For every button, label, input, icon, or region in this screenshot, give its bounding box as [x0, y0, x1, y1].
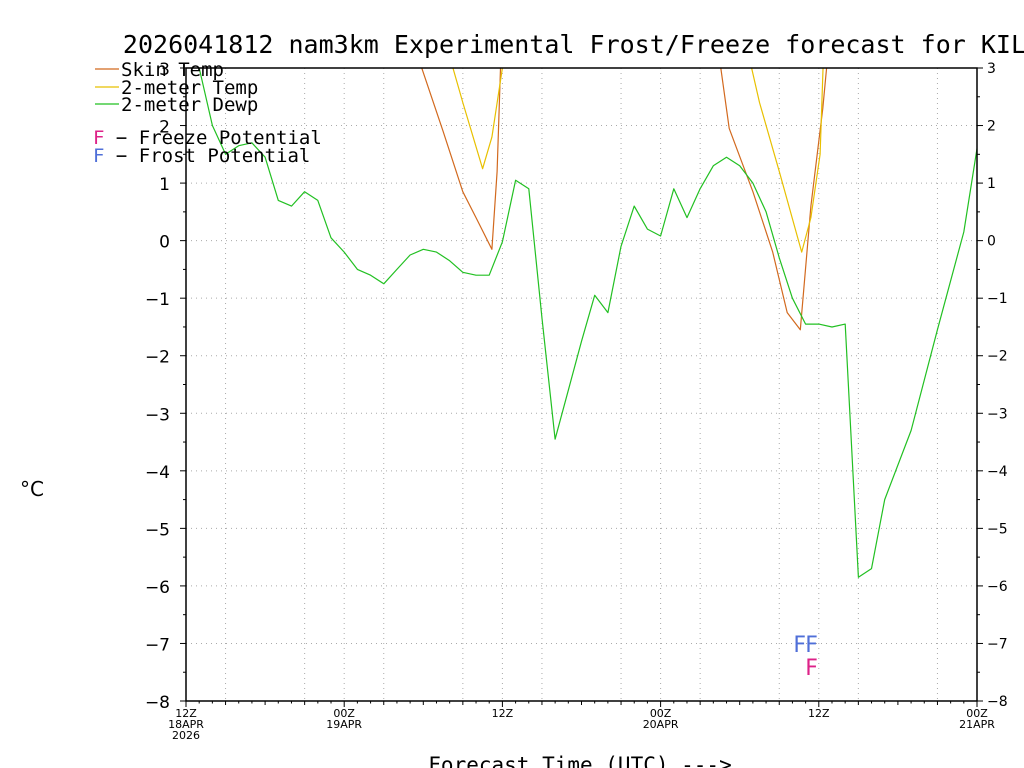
- y-tick-label-right: −4: [987, 464, 1008, 480]
- x-tick-label: 12Z: [492, 707, 514, 720]
- marker-frost-potential: F: [805, 633, 818, 658]
- x-tick-label: 00Z: [966, 707, 988, 720]
- y-tick-label-right: −3: [987, 406, 1008, 422]
- y-tick-label-left: 3: [159, 60, 170, 80]
- y-tick-label-right: 1: [987, 176, 996, 192]
- legend-freeze-letter: F: [93, 127, 104, 149]
- legend-skin-temp: Skin Temp: [121, 59, 224, 81]
- y-tick-label-left: −7: [145, 635, 170, 655]
- x-tick-label: 19APR: [326, 718, 362, 731]
- y-axis-label: °C: [20, 477, 44, 501]
- y-axis-right: −8 −7 −6 −5 −4 −3 −2 −1 0 1 2 3: [977, 61, 1008, 710]
- y-tick-label-left: 2: [159, 118, 170, 138]
- y-tick-label-right: −7: [987, 636, 1008, 652]
- legend-frost-label: − Frost Potential: [104, 145, 310, 167]
- y-tick-label-left: −8: [145, 693, 170, 713]
- y-tick-label-left: −3: [145, 405, 170, 425]
- y-tick-label-right: −5: [987, 521, 1008, 537]
- y-tick-label-right: 2: [987, 119, 996, 135]
- legend: Skin Temp 2-meter Temp 2-meter Dewp F − …: [93, 59, 322, 167]
- x-tick-label: 18APR: [168, 718, 204, 731]
- x-tick-label: 00Z: [650, 707, 672, 720]
- y-axis-left: −8 −7 −6 −5 −4 −3 −2 −1 0 1 2 3: [145, 60, 186, 713]
- y-tick-label-left: −5: [145, 520, 170, 540]
- x-tick-label: 12Z: [175, 707, 197, 720]
- x-tick-label: 12Z: [808, 707, 830, 720]
- y-tick-label-left: −4: [145, 463, 170, 483]
- y-tick-label-right: −8: [987, 694, 1008, 710]
- legend-2m-dewp: 2-meter Dewp: [121, 94, 258, 116]
- y-tick-label-left: −1: [145, 290, 170, 310]
- grid-lines: [186, 68, 977, 701]
- x-tick-label: 2026: [172, 729, 200, 742]
- potential-markers: F FF: [793, 633, 818, 681]
- y-tick-label-left: −6: [145, 578, 170, 598]
- legend-frost-potential: F − Frost Potential: [93, 145, 310, 167]
- y-tick-label-left: 0: [159, 233, 170, 253]
- marker-frost-potential: F: [793, 633, 806, 658]
- series-lines: [198, 68, 977, 578]
- y-tick-label-right: 3: [987, 61, 996, 77]
- y-tick-label-right: −1: [987, 291, 1008, 307]
- y-tick-label-left: 1: [159, 175, 170, 195]
- legend-2m-temp: 2-meter Temp: [121, 77, 258, 99]
- legend-freeze-potential: F − Freeze Potential: [93, 127, 322, 149]
- x-tick-label: 00Z: [333, 707, 355, 720]
- x-tick-label: 20APR: [643, 718, 679, 731]
- marker-freeze-potential: F: [805, 656, 818, 681]
- legend-freeze-label: − Freeze Potential: [104, 127, 321, 149]
- y-tick-label-right: −2: [987, 349, 1008, 365]
- y-tick-label-right: −6: [987, 579, 1008, 595]
- series-line-2-meter-dewp: [198, 68, 977, 578]
- x-tick-label: 21APR: [959, 718, 995, 731]
- legend-frost-letter: F: [93, 145, 104, 167]
- chart-title: 2026041812 nam3km Experimental Frost/Fre…: [123, 30, 1024, 59]
- x-axis-label: Forecast Time (UTC) --->: [428, 753, 731, 768]
- series-line-2-meter-temp: [452, 68, 824, 253]
- y-tick-label-left: −2: [145, 348, 170, 368]
- y-tick-label-right: 0: [987, 234, 996, 250]
- series-line-skin-temp: [421, 68, 828, 331]
